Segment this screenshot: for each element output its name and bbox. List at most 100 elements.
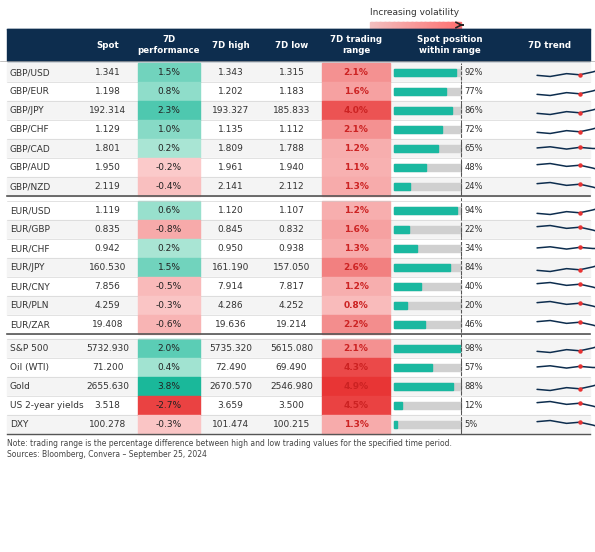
Bar <box>322 239 390 258</box>
Text: 2.119: 2.119 <box>95 182 120 191</box>
Bar <box>374 22 375 28</box>
Text: Gold: Gold <box>10 382 31 391</box>
Bar <box>394 126 443 133</box>
Bar <box>433 22 435 28</box>
Text: 1.1%: 1.1% <box>343 163 368 172</box>
Bar <box>386 22 387 28</box>
Text: 4.0%: 4.0% <box>343 106 368 115</box>
Text: 20%: 20% <box>464 301 483 310</box>
Text: 1.3%: 1.3% <box>343 244 368 253</box>
Bar <box>322 120 390 139</box>
Bar <box>7 258 590 277</box>
Bar <box>138 415 200 434</box>
Text: 1.950: 1.950 <box>95 163 120 172</box>
Bar <box>394 145 461 152</box>
Bar <box>371 22 373 28</box>
Bar <box>138 315 200 334</box>
Bar <box>394 145 438 152</box>
Text: 19.214: 19.214 <box>276 320 307 329</box>
Bar <box>7 358 590 377</box>
Text: 0.845: 0.845 <box>218 225 243 234</box>
Bar <box>411 22 413 28</box>
Text: GBP/USD: GBP/USD <box>10 68 51 77</box>
Text: 2.112: 2.112 <box>278 182 304 191</box>
Text: 4.5%: 4.5% <box>343 401 368 410</box>
Text: EUR/ZAR: EUR/ZAR <box>10 320 50 329</box>
Bar <box>138 396 200 415</box>
Bar <box>394 164 426 171</box>
Text: EUR/JPY: EUR/JPY <box>10 263 45 272</box>
Bar <box>138 339 200 358</box>
Text: 193.327: 193.327 <box>212 106 249 115</box>
Bar <box>7 315 590 334</box>
Bar <box>7 101 590 120</box>
Text: 3.8%: 3.8% <box>158 382 180 391</box>
Text: 101.474: 101.474 <box>212 420 249 429</box>
Bar <box>322 201 390 220</box>
Text: 160.530: 160.530 <box>89 263 126 272</box>
Bar <box>322 158 390 177</box>
Bar <box>138 177 200 196</box>
Text: 3.500: 3.500 <box>278 401 305 410</box>
Bar <box>394 383 461 390</box>
Text: 1.343: 1.343 <box>218 68 243 77</box>
Text: 161.190: 161.190 <box>212 263 249 272</box>
Bar <box>429 22 431 28</box>
Text: 1.198: 1.198 <box>95 87 120 96</box>
Bar <box>420 22 422 28</box>
Text: 98%: 98% <box>464 344 483 353</box>
Bar <box>394 321 461 328</box>
Text: -0.2%: -0.2% <box>156 163 182 172</box>
Text: 7D trading
range: 7D trading range <box>330 35 382 55</box>
Text: 1.341: 1.341 <box>95 68 120 77</box>
Text: 72%: 72% <box>464 125 483 134</box>
Text: 2.6%: 2.6% <box>343 263 368 272</box>
Text: 1.135: 1.135 <box>218 125 243 134</box>
Bar <box>387 22 389 28</box>
Text: Sources: Bloomberg, Convera – September 25, 2024: Sources: Bloomberg, Convera – September … <box>7 450 207 459</box>
Text: Increasing volatility: Increasing volatility <box>371 8 459 17</box>
Bar <box>394 302 408 309</box>
Bar <box>394 345 460 352</box>
Bar <box>381 22 383 28</box>
Bar <box>394 402 461 409</box>
Text: 71.200: 71.200 <box>92 363 123 372</box>
Text: 12%: 12% <box>464 401 483 410</box>
Bar <box>406 22 408 28</box>
Bar <box>7 29 590 61</box>
Text: 1.2%: 1.2% <box>343 282 368 291</box>
Bar <box>436 22 437 28</box>
Bar <box>370 22 372 28</box>
Text: 1.788: 1.788 <box>278 144 305 153</box>
Bar <box>458 22 459 28</box>
Text: -2.7%: -2.7% <box>156 401 182 410</box>
Bar <box>322 296 390 315</box>
Text: 7D high: 7D high <box>212 40 249 50</box>
Bar <box>440 22 441 28</box>
Text: 34%: 34% <box>464 244 483 253</box>
Text: 1.112: 1.112 <box>278 125 305 134</box>
Bar <box>389 22 391 28</box>
Bar <box>394 69 456 76</box>
Bar <box>7 201 590 220</box>
Bar <box>394 69 461 76</box>
Bar <box>394 245 417 252</box>
Bar <box>394 364 433 371</box>
Bar <box>419 22 421 28</box>
Bar <box>390 22 392 28</box>
Text: 100.278: 100.278 <box>89 420 126 429</box>
Text: 3.518: 3.518 <box>95 401 120 410</box>
Bar <box>459 22 461 28</box>
Text: 4.259: 4.259 <box>95 301 120 310</box>
Bar <box>400 22 402 28</box>
Bar <box>7 396 590 415</box>
Text: EUR/CHF: EUR/CHF <box>10 244 49 253</box>
Bar <box>394 283 421 290</box>
Text: 57%: 57% <box>464 363 483 372</box>
Text: 0.8%: 0.8% <box>344 301 368 310</box>
Text: GBP/CAD: GBP/CAD <box>10 144 51 153</box>
Text: 65%: 65% <box>464 144 483 153</box>
Text: 1.3%: 1.3% <box>343 182 368 191</box>
Bar <box>434 22 436 28</box>
Text: 1.961: 1.961 <box>218 163 243 172</box>
